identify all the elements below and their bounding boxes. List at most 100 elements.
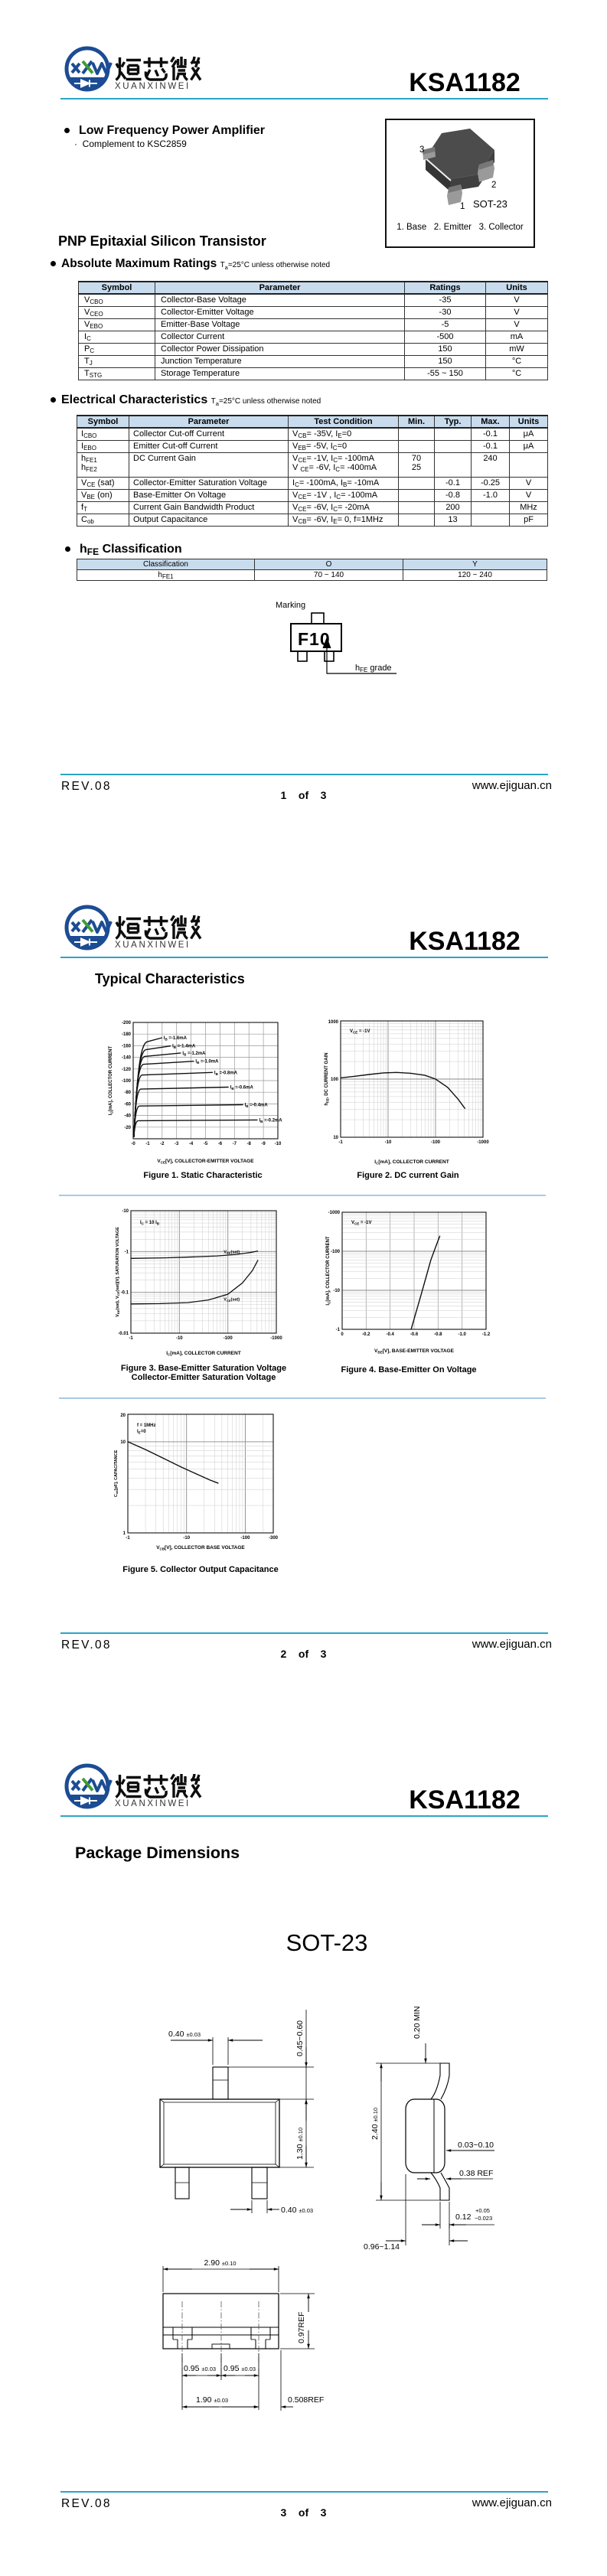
svg-text:VBE(sat): VBE(sat) [224, 1250, 240, 1254]
svg-text:XUANXINWEI: XUANXINWEI [115, 82, 191, 91]
svg-text:2: 2 [491, 181, 496, 190]
svg-text:-8: -8 [247, 1142, 252, 1146]
svg-text:2.90 ±0.10: 2.90 ±0.10 [204, 2258, 237, 2268]
svg-text:-10: -10 [176, 1336, 183, 1341]
svg-text:0: 0 [341, 1332, 344, 1337]
svg-text:-1: -1 [338, 1140, 343, 1145]
svg-text:-1: -1 [129, 1336, 133, 1341]
svg-text:1.90 ±0.03: 1.90 ±0.03 [196, 2395, 228, 2405]
svg-text:-1: -1 [125, 1250, 129, 1254]
svg-text:-10: -10 [122, 1209, 129, 1214]
svg-text:-300: -300 [269, 1536, 279, 1541]
svg-text:IB =-0.8mA: IB =-0.8mA [214, 1071, 238, 1076]
svg-text:IC[mA], COLLECTOR CURRENT: IC[mA], COLLECTOR CURRENT [166, 1351, 240, 1357]
svg-text:-10: -10 [333, 1289, 340, 1293]
svg-text:IB =-1.6mA: IB =-1.6mA [164, 1036, 188, 1042]
svg-text:-6: -6 [218, 1142, 223, 1146]
svg-text:IB =-1.4mA: IB =-1.4mA [172, 1045, 196, 1050]
svg-text:0.95 ±0.03: 0.95 ±0.03 [184, 2364, 216, 2373]
svg-text:VBE(sat), VCE(sat)[V], SATURAT: VBE(sat), VCE(sat)[V], SATURATION VOLTAG… [116, 1227, 120, 1317]
svg-text:-140: -140 [122, 1056, 132, 1061]
svg-text:IB =-1.0mA: IB =-1.0mA [195, 1060, 219, 1065]
svg-text:-0.6: -0.6 [410, 1332, 419, 1337]
svg-text:-1000: -1000 [328, 1211, 341, 1215]
svg-text:-160: -160 [122, 1044, 132, 1048]
svg-text:hFE, DC CURRENT GAIN: hFE, DC CURRENT GAIN [325, 1052, 330, 1105]
svg-text:-5: -5 [204, 1142, 208, 1146]
svg-text:hFE grade: hFE grade [355, 664, 392, 673]
svg-text:-200: -200 [122, 1021, 132, 1026]
svg-text:3: 3 [419, 145, 424, 155]
svg-text:-60: -60 [124, 1102, 131, 1107]
svg-text:-1.2: -1.2 [482, 1332, 491, 1337]
svg-text:1: 1 [460, 202, 465, 211]
svg-text:-0.4: -0.4 [387, 1332, 395, 1337]
svg-text:0.97REF: 0.97REF [297, 2312, 306, 2343]
svg-text:-100: -100 [122, 1079, 132, 1084]
svg-text:10: 10 [120, 1440, 126, 1445]
svg-text:0.508REF: 0.508REF [288, 2395, 324, 2405]
svg-text:-20: -20 [124, 1126, 131, 1130]
svg-text:-100: -100 [431, 1140, 441, 1145]
svg-text:20: 20 [120, 1414, 126, 1418]
svg-text:IB =-0.2mA: IB =-0.2mA [259, 1118, 283, 1123]
svg-text:0.38 REF: 0.38 REF [459, 2169, 493, 2178]
svg-text:IB =-1.2mA: IB =-1.2mA [182, 1052, 206, 1057]
svg-text:0.96~1.14: 0.96~1.14 [364, 2242, 400, 2252]
svg-text:-9: -9 [261, 1142, 266, 1146]
svg-text:0.03~0.10: 0.03~0.10 [458, 2141, 494, 2150]
svg-text:0.40 ±0.03: 0.40 ±0.03 [168, 2030, 201, 2039]
svg-text:IB =-0.6mA: IB =-0.6mA [230, 1086, 254, 1091]
svg-text:1.30 ±0.10: 1.30 ±0.10 [295, 2128, 305, 2160]
svg-text:VBE[V], BASE-EMITTER VOLTAGE: VBE[V], BASE-EMITTER VOLTAGE [374, 1348, 455, 1355]
svg-text:-0.8: -0.8 [434, 1332, 442, 1337]
svg-text:-100: -100 [331, 1250, 341, 1254]
svg-text:100: 100 [331, 1078, 339, 1082]
svg-text:-1: -1 [336, 1328, 341, 1332]
svg-text:Cob[pF], CAPACITANCE: Cob[pF], CAPACITANCE [114, 1449, 119, 1497]
svg-text:-0.2: -0.2 [362, 1332, 370, 1337]
svg-text:IB =-0.4mA: IB =-0.4mA [245, 1104, 269, 1109]
svg-text:10: 10 [333, 1136, 338, 1140]
svg-text:0.40 ±0.03: 0.40 ±0.03 [281, 2206, 313, 2215]
svg-text:IC[mA], COLLECTOR CURRENT: IC[mA], COLLECTOR CURRENT [109, 1046, 114, 1115]
svg-text:0.95 ±0.03: 0.95 ±0.03 [224, 2364, 256, 2373]
svg-text:0.12: 0.12 [455, 2212, 472, 2222]
svg-text:1000: 1000 [328, 1020, 339, 1025]
svg-text:VCE(sat): VCE(sat) [224, 1298, 240, 1303]
svg-text:-1: -1 [126, 1536, 130, 1541]
svg-text:-0.01: -0.01 [118, 1332, 129, 1336]
svg-text:0.20 MIN: 0.20 MIN [413, 2006, 422, 2039]
svg-text:1: 1 [123, 1531, 126, 1536]
svg-text:IC = 10 IB: IC = 10 IB [140, 1221, 160, 1226]
svg-text:-1.0: -1.0 [459, 1332, 467, 1337]
svg-text:-1000: -1000 [270, 1336, 282, 1341]
svg-text:VCB[V], COLLECTOR BASE VOLTAGE: VCB[V], COLLECTOR BASE VOLTAGE [156, 1545, 245, 1551]
svg-text:IE=0: IE=0 [137, 1430, 146, 1435]
svg-text:-3: -3 [175, 1142, 179, 1146]
svg-text:VCE = -1V: VCE = -1V [351, 1221, 371, 1226]
svg-text:−0.023: −0.023 [475, 2215, 492, 2222]
svg-text:0.45~0.60: 0.45~0.60 [295, 2020, 305, 2056]
svg-text:VCE[V], COLLECTOR-EMITTER VOLT: VCE[V], COLLECTOR-EMITTER VOLTAGE [157, 1159, 254, 1165]
svg-text:XUANXINWEI: XUANXINWEI [115, 1799, 191, 1808]
svg-text:-10: -10 [183, 1536, 190, 1541]
svg-text:IC[mA], COLLECTOR CURRENT: IC[mA], COLLECTOR CURRENT [326, 1236, 331, 1305]
svg-text:-10: -10 [275, 1142, 282, 1146]
svg-text:-1000: -1000 [477, 1140, 489, 1145]
svg-text:-0.1: -0.1 [121, 1291, 129, 1296]
svg-text:+0.05: +0.05 [475, 2207, 490, 2214]
svg-text:-180: -180 [122, 1032, 132, 1037]
svg-text:-2: -2 [160, 1142, 165, 1146]
svg-text:-100: -100 [240, 1536, 250, 1541]
svg-text:f = 1MHz: f = 1MHz [137, 1423, 156, 1428]
svg-text:-0: -0 [131, 1142, 135, 1146]
svg-text:IC[mA], COLLECTOR CURRENT: IC[mA], COLLECTOR CURRENT [374, 1159, 449, 1166]
svg-text:-40: -40 [124, 1114, 131, 1119]
svg-text:-10: -10 [385, 1140, 392, 1145]
svg-text:VCE = -1V: VCE = -1V [350, 1029, 370, 1035]
svg-text:-100: -100 [224, 1336, 233, 1341]
svg-text:-7: -7 [233, 1142, 237, 1146]
svg-text:XUANXINWEI: XUANXINWEI [115, 941, 191, 950]
svg-text:-4: -4 [189, 1142, 194, 1146]
